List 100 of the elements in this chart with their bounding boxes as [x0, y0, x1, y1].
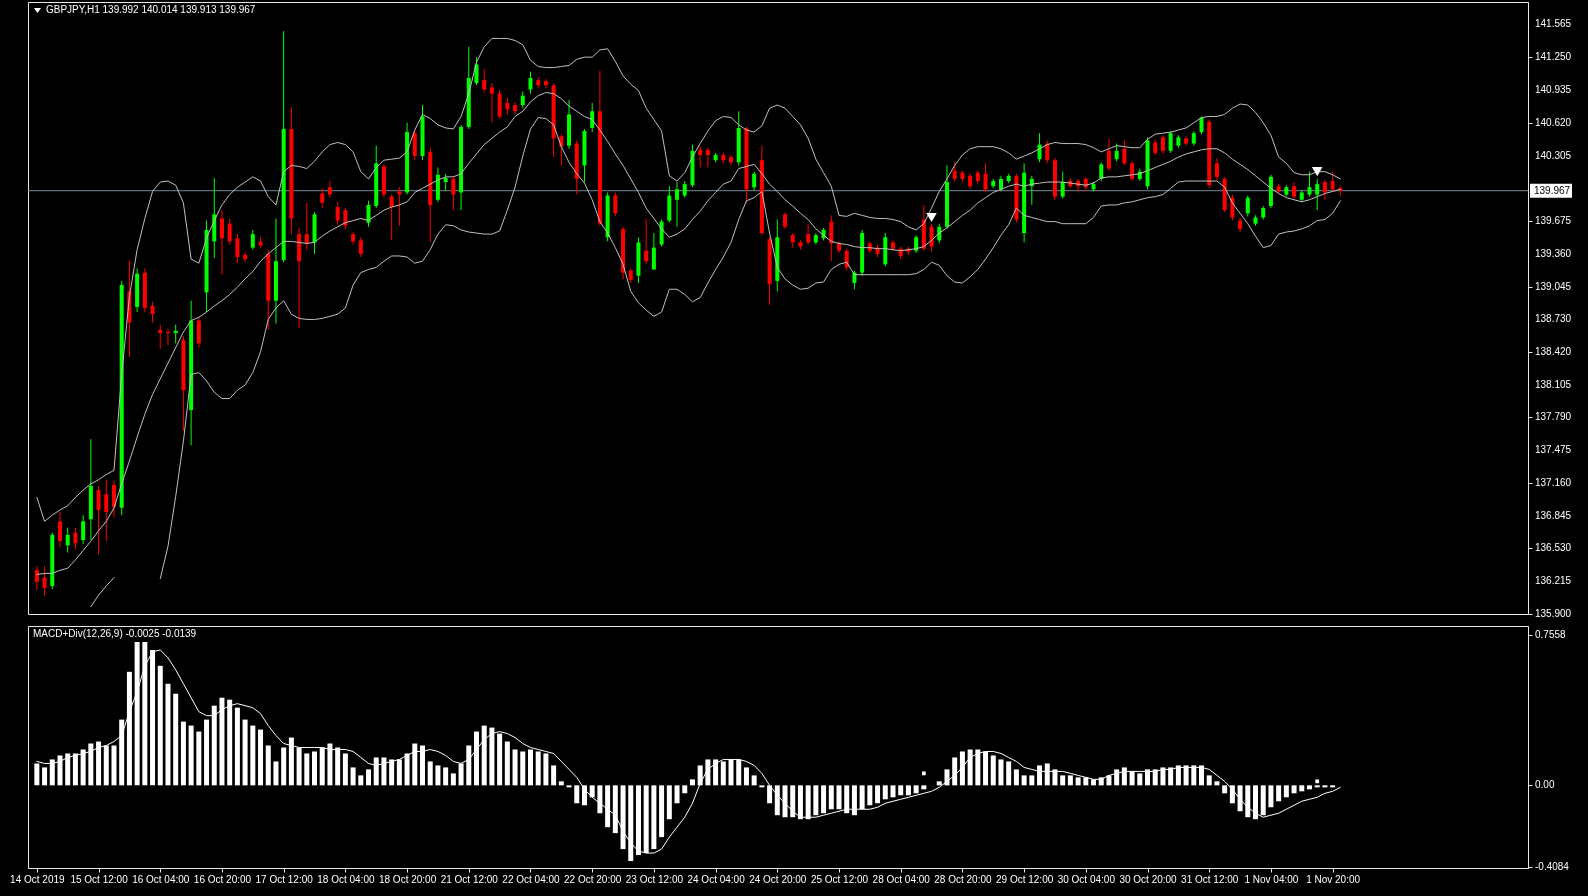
x-tick-label: 1 Nov 20:00: [1306, 873, 1361, 885]
bar: [227, 699, 233, 786]
bar: [119, 719, 125, 786]
candlestick: [590, 102, 595, 133]
y-tick-label: 136.215: [1535, 575, 1572, 587]
y-tick-label: 0.00: [1535, 779, 1555, 791]
candlestick: [651, 232, 656, 270]
bar: [373, 757, 379, 786]
x-tick-label: 28 Oct 20:00: [934, 873, 992, 885]
bar: [258, 729, 264, 786]
candlestick: [1214, 157, 1219, 181]
bar: [1006, 761, 1012, 786]
candlestick: [1238, 216, 1243, 233]
bar: [366, 769, 372, 786]
y-tick-label: 140.305: [1535, 149, 1572, 161]
candlestick: [1106, 137, 1111, 172]
bar: [828, 785, 834, 810]
x-tick-label: 31 Oct 12:00: [1181, 873, 1239, 885]
bar: [350, 767, 356, 786]
bar: [165, 683, 171, 786]
candlestick: [351, 231, 356, 246]
x-tick-label: 29 Oct 12:00: [995, 873, 1054, 885]
candlestick: [752, 171, 757, 191]
bar: [103, 745, 109, 786]
candlestick: [829, 214, 834, 262]
candlestick: [196, 315, 201, 349]
bar: [666, 785, 672, 820]
bar: [1283, 785, 1289, 798]
bar: [473, 731, 479, 786]
bar: [605, 785, 611, 828]
y-tick-label: 138.420: [1535, 345, 1572, 357]
bar: [1067, 775, 1073, 786]
candlestick: [104, 479, 109, 542]
bar: [936, 781, 942, 786]
bar: [435, 765, 441, 786]
candlestick: [1160, 134, 1165, 155]
bar: [466, 745, 472, 786]
bar: [88, 743, 94, 786]
candlestick: [320, 187, 325, 209]
bar: [1260, 785, 1266, 816]
candlestick: [96, 485, 101, 556]
bar: [751, 775, 757, 786]
bar: [65, 753, 71, 786]
candlestick: [150, 301, 155, 324]
bar: [42, 767, 48, 786]
bar: [72, 753, 78, 786]
bar: [389, 759, 395, 786]
bar: [1060, 775, 1066, 786]
bar: [821, 785, 827, 814]
x-tick-label: 1 Nov 04:00: [1244, 873, 1299, 885]
bar: [126, 671, 132, 786]
x-tick-label: 22 Oct 04:00: [502, 873, 561, 885]
bar: [1052, 769, 1058, 786]
bar: [458, 763, 464, 786]
x-tick-label: 16 Oct 04:00: [132, 873, 190, 885]
x-tick-label: 28 Oct 04:00: [872, 873, 931, 885]
bar: [427, 761, 433, 786]
candlestick: [1130, 160, 1135, 182]
bar: [543, 753, 549, 786]
bar: [1237, 785, 1243, 812]
candlestick: [235, 233, 240, 264]
candlestick: [1099, 161, 1104, 182]
bar: [898, 785, 904, 796]
bar: [219, 697, 225, 786]
candlestick: [42, 565, 47, 597]
bar: [659, 785, 665, 838]
bar: [859, 785, 865, 810]
bar: [551, 765, 557, 786]
bar: [805, 785, 811, 820]
x-tick-label: 30 Oct 04:00: [1057, 873, 1116, 885]
bar: [1276, 785, 1282, 802]
bar: [581, 785, 587, 806]
bar: [1044, 763, 1050, 786]
candlestick: [1122, 139, 1127, 166]
candlestick: [1322, 179, 1327, 201]
bar: [921, 785, 927, 790]
candlestick: [335, 201, 340, 226]
bar: [1083, 777, 1089, 786]
y-tick-label: 135.900: [1535, 608, 1572, 619]
bar: [304, 753, 310, 786]
x-tick-label: 22 Oct 20:00: [564, 873, 622, 885]
candlestick: [983, 162, 988, 193]
bar: [767, 785, 773, 804]
candlestick: [1315, 178, 1320, 211]
bar: [1145, 769, 1151, 786]
bar: [1021, 775, 1027, 786]
bar: [358, 775, 364, 786]
candlestick: [1307, 171, 1312, 198]
bar: [234, 707, 240, 786]
bar: [597, 785, 603, 814]
candlestick: [34, 565, 39, 591]
candlestick: [412, 130, 417, 161]
bar: [651, 785, 657, 850]
bar: [1175, 765, 1181, 786]
x-tick-label: 15 Oct 12:00: [70, 873, 129, 885]
bar: [844, 785, 850, 814]
bar: [180, 721, 186, 786]
bar: [504, 741, 510, 786]
bar: [512, 749, 518, 786]
bar: [111, 745, 117, 786]
